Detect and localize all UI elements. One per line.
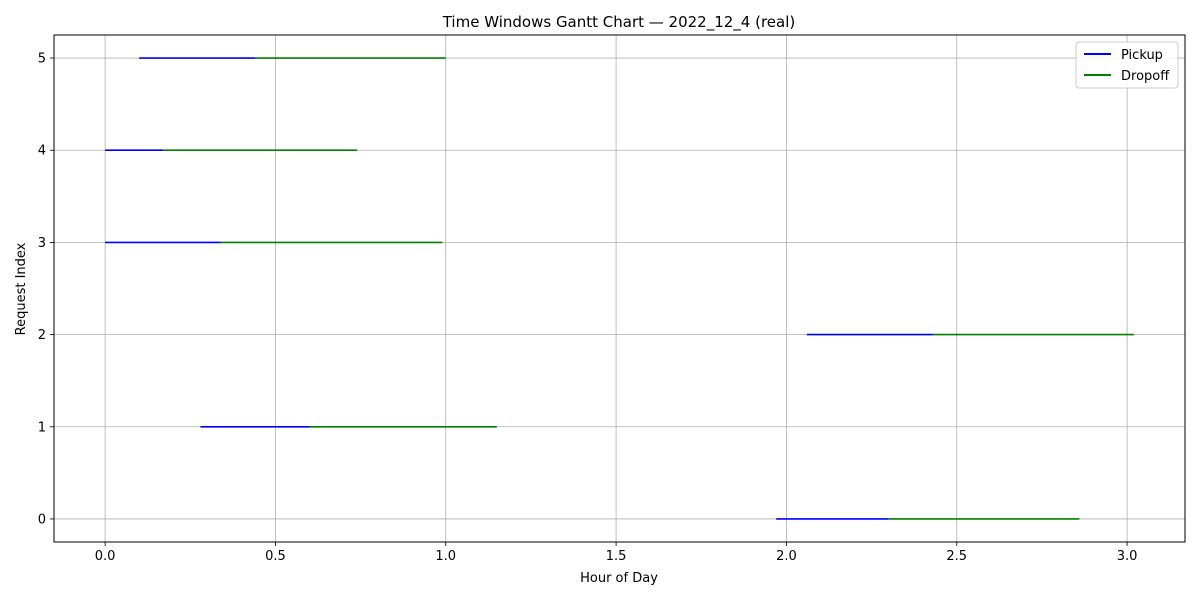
y-tick-label: 5: [38, 52, 46, 67]
y-tick-label: 3: [38, 236, 46, 251]
legend-label-pickup: Pickup: [1121, 48, 1163, 63]
x-tick-label: 2.5: [946, 549, 967, 564]
plot-frame: [53, 34, 1186, 543]
dropoff-series: [163, 57, 1134, 520]
x-tick-label: 0.5: [265, 549, 286, 564]
series-layer: [105, 57, 1134, 520]
legend-label-dropoff: Dropoff: [1121, 69, 1170, 84]
ticks: 0.0 0.5 1.0 1.5 2.0 2.5 3.0 0 1 2 3 4 5: [38, 52, 1138, 564]
y-tick-label: 0: [38, 512, 46, 527]
pickup-series: [105, 57, 933, 520]
chart-title: Time Windows Gantt Chart — 2022_12_4 (re…: [442, 13, 796, 32]
x-axis-label: Hour of Day: [580, 571, 658, 586]
x-tick-label: 1.5: [606, 549, 627, 564]
x-tick-label: 2.0: [776, 549, 797, 564]
grid: [54, 35, 1185, 542]
x-tick-label: 3.0: [1117, 549, 1138, 564]
legend: Pickup Dropoff: [1075, 41, 1179, 89]
x-tick-label: 0.0: [95, 549, 116, 564]
y-tick-label: 2: [38, 328, 46, 343]
x-tick-label: 1.0: [435, 549, 456, 564]
y-tick-label: 1: [38, 420, 46, 435]
y-axis-label: Request Index: [14, 242, 29, 335]
y-tick-label: 4: [38, 144, 46, 159]
